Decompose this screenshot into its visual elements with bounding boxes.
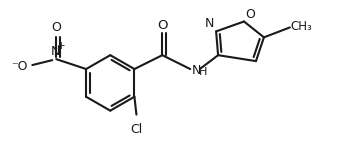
Text: CH₃: CH₃ (291, 20, 312, 33)
Text: N: N (192, 64, 202, 77)
Text: ⁻O: ⁻O (11, 60, 27, 73)
Text: O: O (245, 7, 255, 20)
Text: Cl: Cl (130, 122, 143, 135)
Text: O: O (157, 19, 167, 32)
Text: N: N (50, 45, 60, 58)
Text: O: O (51, 21, 61, 34)
Text: H: H (199, 67, 208, 77)
Text: N: N (205, 17, 214, 30)
Text: +: + (57, 41, 66, 51)
